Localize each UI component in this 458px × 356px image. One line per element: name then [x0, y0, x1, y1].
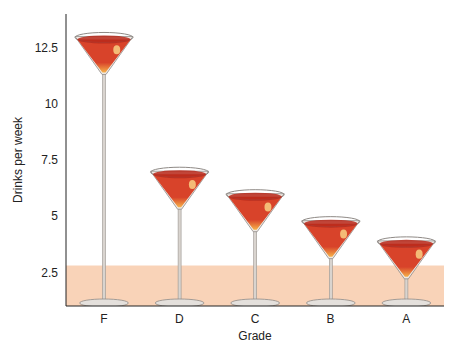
svg-text:5: 5: [51, 209, 58, 223]
svg-text:2.5: 2.5: [41, 266, 58, 280]
svg-text:D: D: [175, 312, 184, 326]
svg-text:12.5: 12.5: [35, 41, 59, 55]
svg-text:F: F: [100, 312, 107, 326]
svg-text:10: 10: [45, 97, 59, 111]
svg-text:A: A: [402, 312, 410, 326]
svg-text:C: C: [251, 312, 260, 326]
svg-text:7.5: 7.5: [41, 153, 58, 167]
svg-text:B: B: [327, 312, 335, 326]
svg-text:Drinks per week: Drinks per week: [11, 116, 25, 203]
svg-text:Grade: Grade: [238, 329, 272, 343]
